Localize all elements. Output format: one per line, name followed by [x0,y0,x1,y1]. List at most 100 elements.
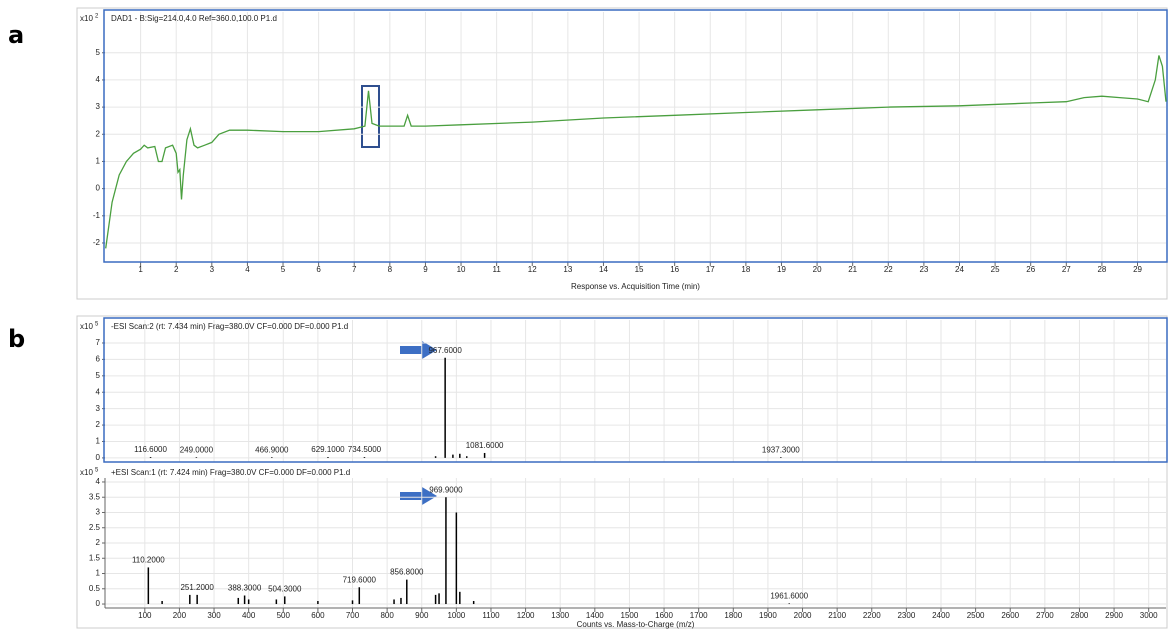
x-tick-label: 2700 [1036,611,1054,620]
panel-frame [76,315,1168,629]
x-tick-label: 2100 [828,611,846,620]
x-tick-label: 25 [991,265,1000,274]
peak-label: 251.2000 [180,583,214,592]
y-tick-label: 0 [96,599,101,608]
peak-label: 719.6000 [343,575,377,584]
arrow [400,487,437,505]
x-tick-label: 4 [245,265,250,274]
peak-label: 466.9000 [255,445,289,454]
x-tick-label: 6 [316,265,321,274]
x-tick-label: 2300 [897,611,915,620]
x-axis-label: Response vs. Acquisition Time (min) [571,282,700,291]
x-tick-label: 24 [955,265,964,274]
x-tick-label: 2800 [1071,611,1089,620]
panel-frame [76,7,1168,300]
x-tick-label: 9 [423,265,428,274]
peak-label: 629.1000 [311,445,345,454]
x-axis-label: Counts vs. Mass-to-Charge (m/z) [577,620,695,629]
y-tick-label: 2 [96,420,101,429]
y-tick-label: 2 [96,538,101,547]
y-tick-label: 3.5 [89,492,101,501]
y-tick-label: 0 [96,453,101,462]
x-tick-label: 2600 [1001,611,1019,620]
y-tick-label: 7 [96,338,101,347]
x-tick-label: 2900 [1105,611,1123,620]
x-tick-label: 400 [242,611,256,620]
x-tick-label: 26 [1026,265,1035,274]
peak-label: 504.3000 [268,585,302,594]
x-tick-label: 18 [741,265,750,274]
x-tick-label: 1400 [586,611,604,620]
x-tick-label: 3 [210,265,215,274]
y-tick-label: 2.5 [89,523,101,532]
x-tick-label: 600 [311,611,325,620]
x-tick-label: 11 [492,265,501,274]
y-tick-label: 4 [96,477,101,486]
x-tick-label: 12 [528,265,537,274]
x-tick-label: 1100 [482,611,500,620]
y-multiplier: x10 [80,322,93,331]
x-tick-label: 100 [138,611,152,620]
y-tick-label: 5 [96,371,101,380]
x-tick-label: 1200 [517,611,535,620]
y-tick-label: 0.5 [89,584,101,593]
y-exponent: 5 [95,322,99,328]
x-tick-label: 2 [174,265,179,274]
x-tick-label: 16 [670,265,679,274]
peak-label: 734.5000 [348,445,382,454]
y-tick-label: 4 [96,75,101,84]
y-exponent: 5 [95,468,99,474]
y-exponent: 2 [95,14,99,20]
peak-label: 856.8000 [390,568,424,577]
x-tick-label: 21 [848,265,857,274]
y-tick-label: 5 [96,48,101,57]
x-tick-label: 27 [1062,265,1071,274]
x-tick-label: 2000 [794,611,812,620]
x-tick-label: 8 [388,265,393,274]
y-multiplier: x10 [80,468,93,477]
x-tick-label: 10 [457,265,466,274]
plot-frame [103,317,1168,463]
x-tick-label: 23 [919,265,928,274]
y-tick-label: 1 [96,569,101,578]
y-multiplier: x10 [80,14,93,23]
x-tick-label: 1800 [724,611,742,620]
x-tick-label: 2500 [967,611,985,620]
x-tick-label: 500 [277,611,291,620]
peak-label: 116.6000 [134,445,167,454]
x-tick-label: 17 [706,265,715,274]
x-tick-label: 19 [777,265,786,274]
x-tick-label: 1500 [621,611,639,620]
y-tick-label: 3 [96,508,101,517]
peak-label: 1961.6000 [770,592,808,601]
y-tick-label: 3 [96,404,101,413]
x-tick-label: 5 [281,265,286,274]
x-tick-label: 1600 [655,611,673,620]
y-tick-label: 3 [96,102,101,111]
y-tick-label: -1 [93,211,101,220]
chart-title: +ESI Scan:1 (rt: 7.424 min) Frag=380.0V … [111,468,350,477]
x-tick-label: 29 [1133,265,1142,274]
trace [105,55,1167,249]
x-tick-label: 800 [380,611,394,620]
x-tick-label: 22 [884,265,893,274]
peak-label: 388.3000 [228,584,262,593]
y-tick-label: 2 [96,129,101,138]
y-tick-label: -2 [93,238,101,247]
panel-label: b [8,325,25,353]
y-tick-label: 6 [96,355,101,364]
x-tick-label: 900 [415,611,429,620]
peak-label: 249.0000 [180,445,214,454]
x-tick-label: 200 [173,611,187,620]
x-tick-label: 3000 [1140,611,1158,620]
highlight-box [361,85,380,148]
x-tick-label: 7 [352,265,357,274]
peak-label: 967.6000 [428,346,462,355]
x-tick-label: 2400 [932,611,950,620]
y-tick-label: 1 [96,157,101,166]
panel-label: a [8,21,24,49]
plot-frame [103,9,1168,263]
y-tick-label: 1 [96,437,101,446]
peak-label: 1937.3000 [762,445,800,454]
